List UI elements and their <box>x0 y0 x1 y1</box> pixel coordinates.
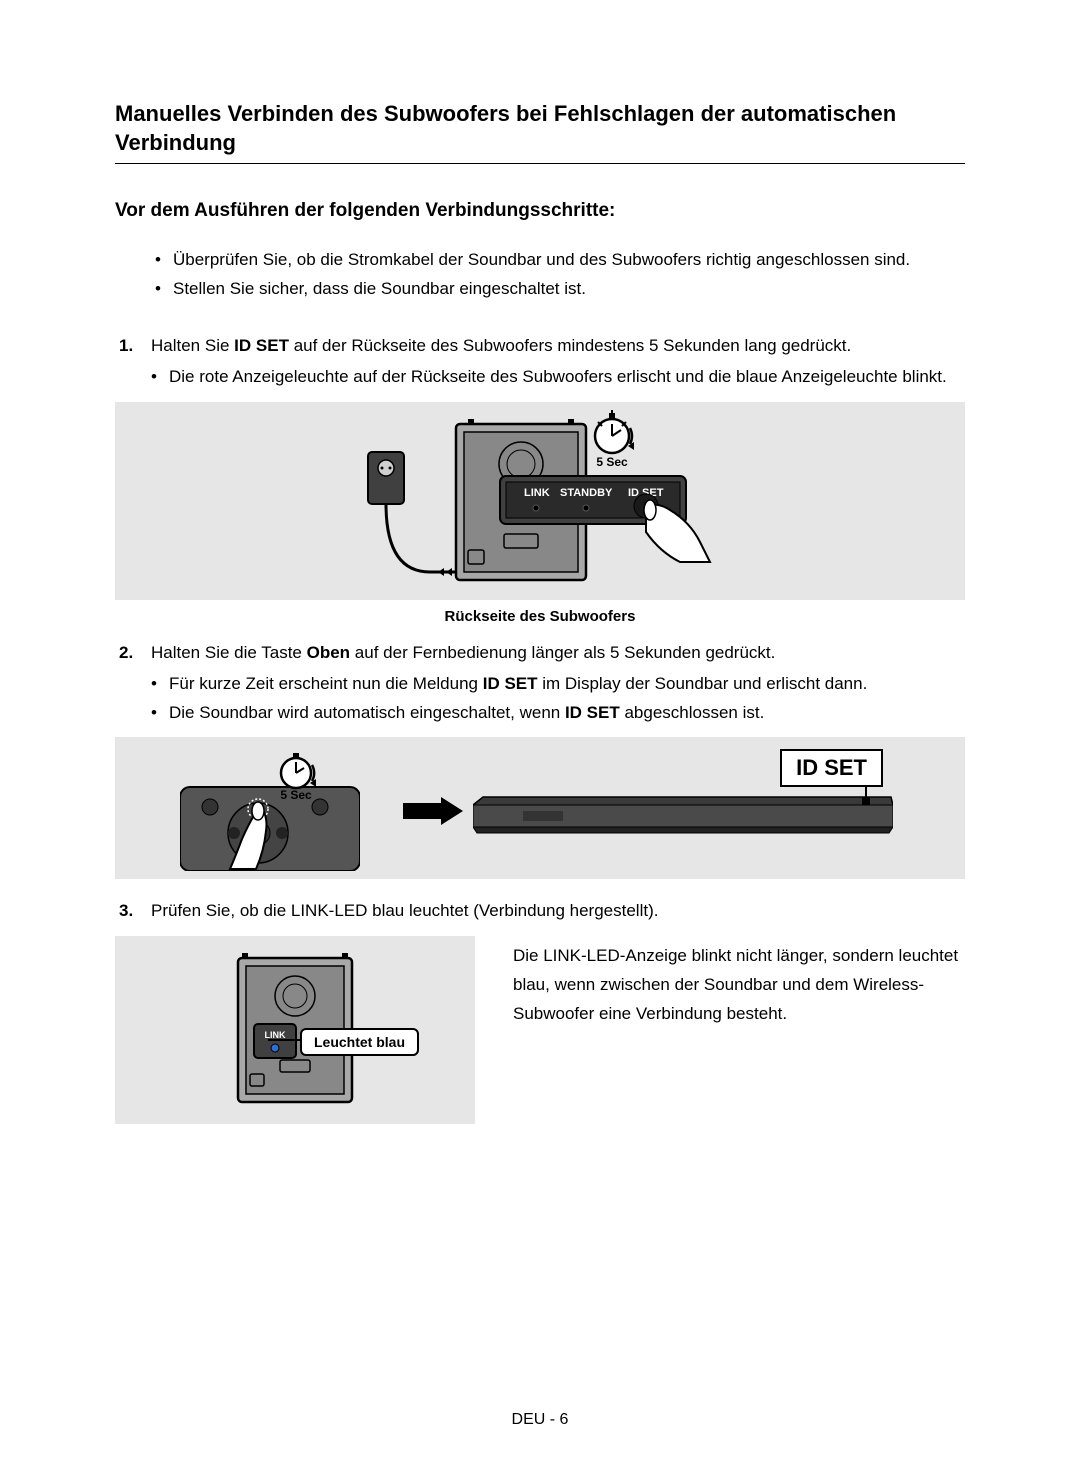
figure-remote-soundbar: 5 Sec ID SET <box>115 737 965 879</box>
step-text: Prüfen Sie, ob die LINK-LED blau leuchte… <box>151 901 658 920</box>
precheck-item: Überprüfen Sie, ob die Stromkabel der So… <box>155 246 965 275</box>
step-sub-bullet: Für kurze Zeit erscheint nun die Meldung… <box>151 670 965 699</box>
step-text: Halten Sie ID SET auf der Rückseite des … <box>151 336 851 355</box>
figure-link-led: LINK Leuchtet blau <box>115 936 475 1124</box>
step-1: 1. Halten Sie ID SET auf der Rückseite d… <box>115 332 965 392</box>
section-title: Manuelles Verbinden des Subwoofers bei F… <box>115 100 965 164</box>
step-2: 2. Halten Sie die Taste Oben auf der Fer… <box>115 639 965 728</box>
step-sub-bullet: Die rote Anzeigeleuchte auf der Rückseit… <box>151 363 965 392</box>
page-footer: DEU - 6 <box>0 1411 1080 1429</box>
panel-label-link: LINK <box>524 487 550 499</box>
svg-text:5 Sec: 5 Sec <box>280 788 312 802</box>
figure-subwoofer-back: LINK STANDBY ID SET 5 Sec <box>115 402 965 600</box>
panel-label-standby: STANDBY <box>560 487 613 499</box>
callout-line <box>268 1039 300 1041</box>
precheck-item: Stellen Sie sicher, dass die Soundbar ei… <box>155 275 965 304</box>
step-number: 3. <box>119 897 133 926</box>
figure-3-row: LINK Leuchtet blau Die LINK-LED-Anzeige … <box>115 936 965 1124</box>
link-led-callout: Leuchtet blau <box>300 1028 419 1056</box>
stopwatch-label: 5 Sec <box>596 455 628 469</box>
step-sub-bullet: Die Soundbar wird automatisch eingeschal… <box>151 699 965 728</box>
figure-side-text: Die LINK-LED-Anzeige blinkt nicht länger… <box>513 936 965 1029</box>
figure-caption: Rückseite des Subwoofers <box>115 608 965 625</box>
step-3: 3. Prüfen Sie, ob die LINK-LED blau leuc… <box>115 897 965 926</box>
idset-callout: ID SET <box>780 749 883 787</box>
step-number: 1. <box>119 332 133 361</box>
precheck-list: Überprüfen Sie, ob die Stromkabel der So… <box>155 246 965 304</box>
subsection-title: Vor dem Ausführen der folgenden Verbindu… <box>115 200 965 222</box>
step-text: Halten Sie die Taste Oben auf der Fernbe… <box>151 643 775 662</box>
step-number: 2. <box>119 639 133 668</box>
